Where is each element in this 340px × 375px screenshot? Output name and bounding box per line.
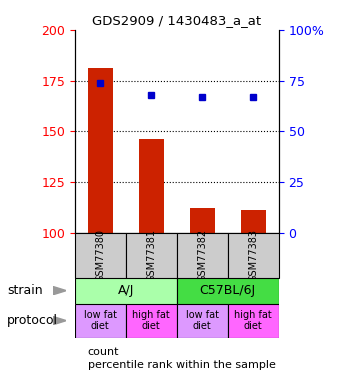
Text: protocol: protocol <box>7 314 58 327</box>
Text: high fat
diet: high fat diet <box>132 310 170 332</box>
Bar <box>177 304 228 338</box>
Bar <box>177 232 228 278</box>
Bar <box>177 278 279 304</box>
Text: percentile rank within the sample: percentile rank within the sample <box>88 360 276 370</box>
Bar <box>241 210 266 232</box>
Text: low fat
diet: low fat diet <box>84 310 117 332</box>
Bar <box>126 304 177 338</box>
Text: C57BL/6J: C57BL/6J <box>200 284 256 297</box>
Bar <box>75 278 177 304</box>
Text: count: count <box>88 347 119 357</box>
Text: strain: strain <box>7 284 42 297</box>
Text: A/J: A/J <box>118 284 134 297</box>
Bar <box>126 232 177 278</box>
Bar <box>139 140 164 232</box>
Text: low fat
diet: low fat diet <box>186 310 219 332</box>
Bar <box>75 304 126 338</box>
Text: GSM77381: GSM77381 <box>146 228 156 282</box>
Polygon shape <box>53 316 66 325</box>
Text: GSM77382: GSM77382 <box>197 228 207 282</box>
Bar <box>190 208 215 232</box>
Bar <box>75 232 126 278</box>
Title: GDS2909 / 1430483_a_at: GDS2909 / 1430483_a_at <box>92 15 261 27</box>
Bar <box>228 232 279 278</box>
Bar <box>228 304 279 338</box>
Bar <box>88 69 113 232</box>
Polygon shape <box>53 286 66 295</box>
Text: GSM77380: GSM77380 <box>95 228 105 282</box>
Text: GSM77383: GSM77383 <box>248 228 258 282</box>
Text: high fat
diet: high fat diet <box>234 310 272 332</box>
